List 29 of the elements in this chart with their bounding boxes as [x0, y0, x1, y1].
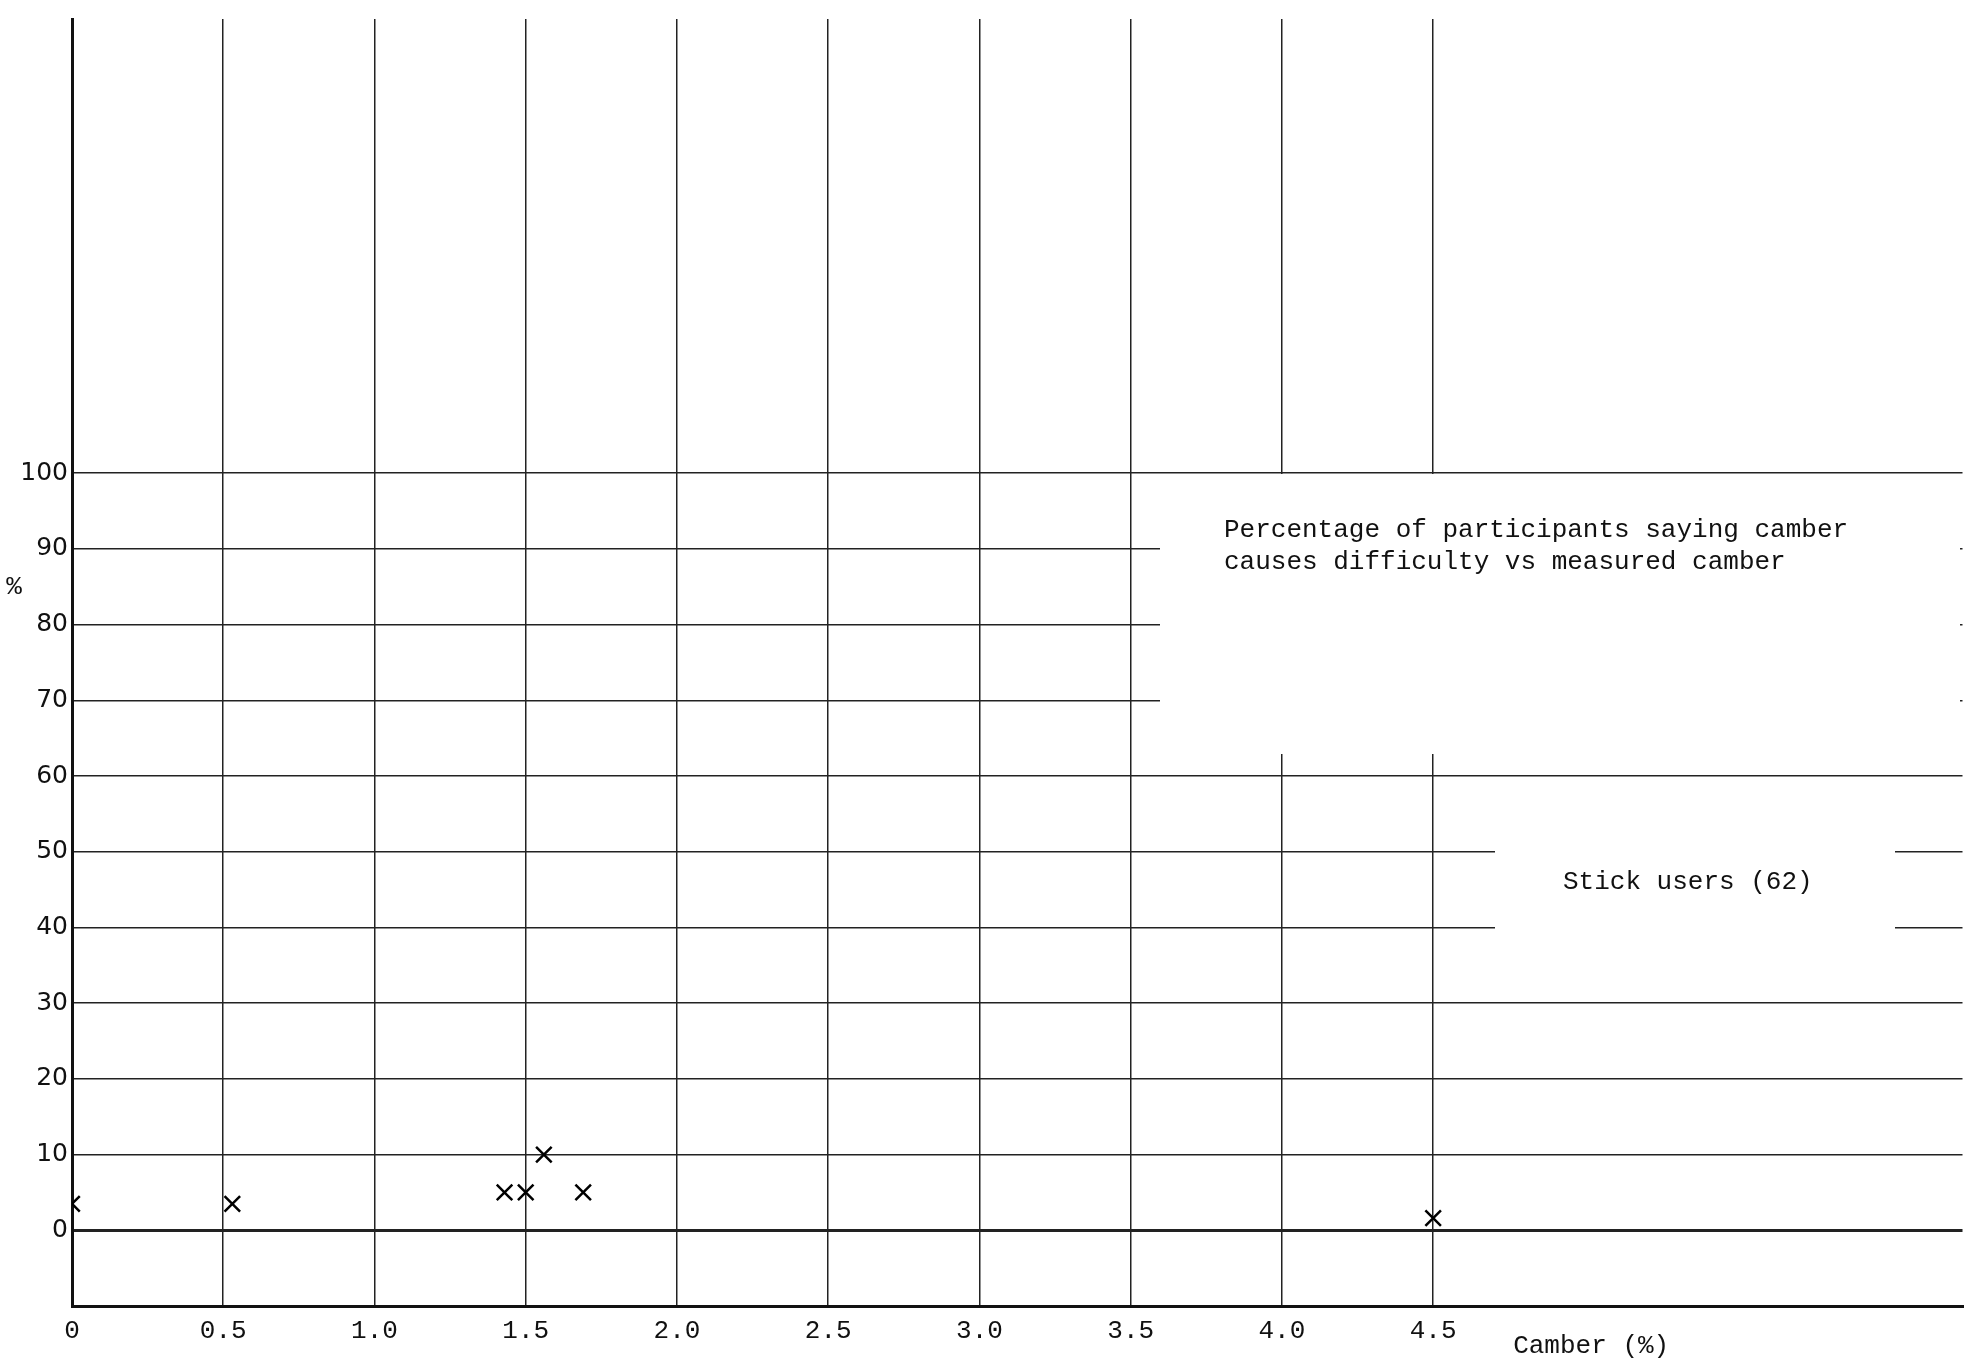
x-tick-label: 0.5: [199, 1316, 247, 1347]
note-panel: Percentage of participants saying camber causes difficulty vs measured camber: [1160, 474, 1960, 754]
x-tick-label: 3.5: [1107, 1316, 1155, 1347]
x-tick-label: 4.0: [1258, 1316, 1306, 1347]
y-tick-label: 60: [36, 759, 68, 789]
y-tick-label: 10: [36, 1138, 68, 1168]
point: [516, 1183, 535, 1202]
x-axis-title: Camber (%): [1513, 1330, 1670, 1361]
x-tick-label: 2.0: [653, 1316, 701, 1347]
y-tick-label: 30: [36, 986, 68, 1016]
y-axis-title: %: [6, 571, 23, 602]
point: [574, 1183, 593, 1202]
y-tick-label: 20: [36, 1062, 68, 1092]
y-tick-label: 40: [36, 910, 68, 940]
point: [1424, 1209, 1443, 1228]
point: [495, 1183, 514, 1202]
y-tick-label: 100: [20, 456, 68, 486]
y-tick-label: 0: [52, 1213, 68, 1243]
point: [223, 1194, 242, 1213]
point: [534, 1145, 553, 1164]
y-tick-label: 80: [36, 608, 68, 638]
x-tick-label: 1.0: [351, 1316, 398, 1347]
y-tick-label: 90: [36, 532, 68, 562]
y-tick-label: 50: [36, 835, 68, 865]
x-tick-label: 1.5: [502, 1316, 550, 1347]
x-tick-label: 2.5: [804, 1316, 852, 1347]
x-tick-label: 4.5: [1409, 1316, 1457, 1347]
x-tick-label: 3.0: [956, 1316, 1003, 1347]
y-tick-label: 70: [36, 683, 68, 713]
